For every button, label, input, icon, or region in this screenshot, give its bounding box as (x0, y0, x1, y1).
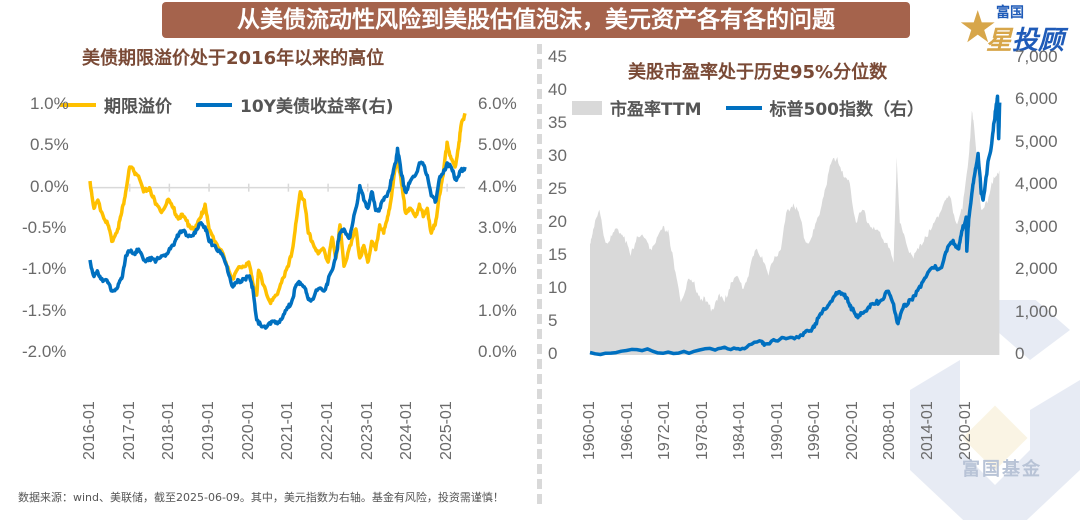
y-right-tick-label: 2.0% (478, 259, 517, 279)
y-left-tick-label: 35 (548, 113, 567, 132)
x-tick-label: 1990-01 (768, 401, 786, 460)
x-tick-label: 1966-01 (618, 401, 636, 460)
chart2-title: 美股市盈率处于历史95%分位数 (628, 62, 888, 83)
y-left-tick-label: 30 (548, 146, 567, 165)
logo-star-text: 星 (986, 26, 1013, 56)
y-left-tick-label: -0.5% (22, 218, 67, 237)
y-left-tick-label: 5 (548, 311, 558, 330)
sp500-line (589, 94, 1002, 357)
y-right-tick-label: 5,000 (1015, 131, 1058, 151)
x-tick-label: 1978-01 (693, 401, 711, 460)
y-right-tick-label: 0 (1015, 344, 1025, 363)
x-tick-label: 2023-01 (358, 401, 376, 460)
brand-logo: ★ 富国 星投顾 (958, 2, 1068, 57)
x-tick-label: 2016-01 (81, 401, 98, 460)
x-tick-label: 2022-01 (319, 401, 337, 460)
panel-divider (537, 44, 542, 504)
x-tick-label: 2017-01 (120, 401, 138, 460)
x-tick-label: 2024-01 (398, 401, 416, 460)
logo-top-text: 富国 (996, 5, 1024, 21)
x-tick-label: 1984-01 (731, 401, 749, 460)
y-left-tick-label: 0.0% (30, 176, 69, 196)
y-left-tick-label: 1.0% (30, 94, 69, 113)
y-right-tick-label: 5.0% (478, 135, 517, 155)
y-right-tick-label: 1.0% (478, 300, 517, 320)
legend-swatch-sp500 (725, 105, 762, 110)
y-left-tick-label: -2.0% (22, 342, 67, 361)
y-right-tick-label: 4,000 (1015, 174, 1058, 194)
star-logo-icon: ★ (958, 2, 998, 53)
y-right-tick-label: 0.0% (478, 342, 517, 361)
y-right-tick-label: 7,000 (1015, 47, 1058, 66)
legend-label-term-premium: 期限溢价 (104, 97, 172, 117)
chart1-legend: 期限溢价 10Y美债收益率(右) (60, 92, 394, 117)
y-left-tick-label: 0 (548, 344, 558, 363)
y-left-tick-label: 25 (548, 179, 567, 198)
x-tick-label: 1972-01 (656, 401, 674, 460)
x-tick-label: 2002-01 (843, 401, 861, 460)
y-left-tick-label: 20 (548, 212, 567, 231)
footnote-source: 数据来源：wind、美联储，截至2025-06-09。其中，美元指数为右轴。基金… (18, 491, 504, 504)
y-left-tick-label: 40 (548, 80, 567, 99)
pe-ttm-area (590, 110, 1000, 355)
legend-label-sp500: 标普500指数（右） (769, 100, 925, 120)
watermark-text: 富国基金 (962, 459, 1042, 480)
legend-swatch-term-premium (60, 102, 96, 107)
y-left-tick-label: 0.5% (30, 135, 69, 155)
y-left-tick-label: 45 (548, 47, 567, 66)
banner-title: 从美债流动性风险到美股估值泡沫，美元资产各有各的问题 (162, 2, 910, 38)
y-left-tick-label: -1.0% (22, 259, 67, 279)
x-tick-label: 1996-01 (806, 401, 824, 460)
x-tick-label: 2019-01 (200, 401, 218, 460)
legend-swatch-pe (572, 100, 602, 115)
y-right-tick-label: 2,000 (1015, 259, 1058, 279)
x-tick-label: 2008-01 (881, 401, 899, 460)
x-tick-label: 2018-01 (160, 401, 178, 460)
y-right-tick-label: 3,000 (1015, 216, 1058, 236)
term-premium-line (88, 112, 467, 306)
legend-label-pe: 市盈率TTM (610, 100, 702, 120)
legend-swatch-10y-yield (196, 102, 232, 107)
y-left-tick-label: -1.5% (22, 300, 67, 320)
x-tick-label: 2020-01 (956, 401, 974, 460)
x-tick-label: 2014-01 (919, 401, 936, 460)
x-tick-label: 2025-01 (438, 401, 456, 460)
x-tick-label: 1960-01 (581, 401, 598, 460)
y-right-tick-label: 6.0% (478, 94, 517, 113)
y-left-tick-label: 15 (548, 245, 567, 264)
y-right-tick-label: 1,000 (1015, 301, 1058, 321)
y-right-tick-label: 4.0% (478, 176, 517, 196)
x-tick-label: 2021-01 (279, 401, 297, 460)
chart1-title: 美债期限溢价处于2016年以来的高位 (82, 48, 385, 69)
y-right-tick-label: 6,000 (1015, 89, 1058, 109)
yield-10y-line (88, 146, 467, 330)
legend-label-10y-yield: 10Y美债收益率(右) (240, 97, 394, 117)
y-right-tick-label: 3.0% (478, 218, 517, 237)
x-tick-label: 2020-01 (239, 401, 257, 460)
logo-main-text: 星投顾 (986, 20, 1064, 57)
y-left-tick-label: 10 (548, 278, 567, 297)
logo-word: 投顾 (1012, 26, 1065, 56)
chart2-legend: 市盈率TTM 标普500指数（右） (572, 95, 924, 120)
